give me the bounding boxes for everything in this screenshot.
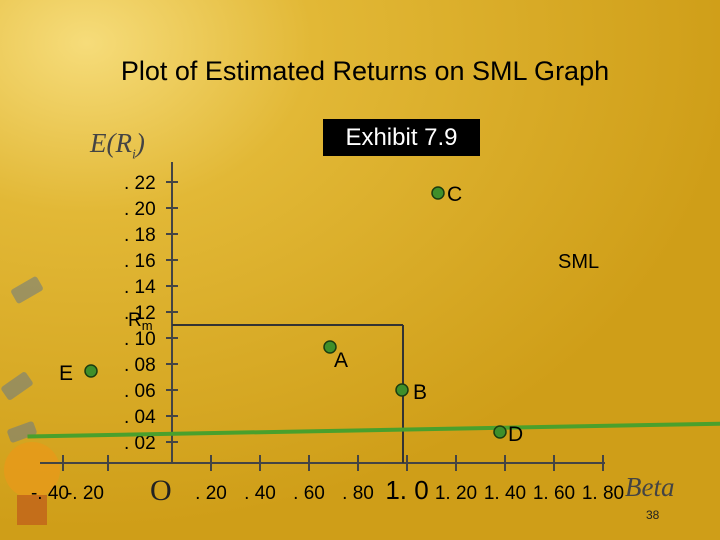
point-c-label: C [447, 183, 462, 206]
x-tick-label: 1. 80 [582, 483, 624, 504]
x-tick-label: -. 20 [66, 483, 104, 504]
y-axis-label: E(Ri) [90, 128, 145, 163]
y-tick-label: . 02 [124, 433, 156, 454]
y-tick-label: . 20 [124, 199, 156, 220]
x-tick-label: . 40 [244, 483, 276, 504]
point-a-label: A [334, 349, 348, 372]
y-tick-label: . 04 [124, 407, 156, 428]
exhibit-label: Exhibit 7.9 [323, 119, 480, 156]
y-tick-label: . 12 [124, 303, 156, 324]
x-tick-label: 1. 20 [435, 483, 477, 504]
y-tick-label: . 06 [124, 381, 156, 402]
x-tick-label: . 60 [293, 483, 325, 504]
y-tick-label: . 18 [124, 225, 156, 246]
point-e-marker [84, 364, 98, 378]
y-tick-label: . 14 [124, 277, 156, 298]
sml-label: SML [558, 251, 599, 273]
x-tick-label: 1. 60 [533, 483, 575, 504]
slide-number: 38 [646, 508, 660, 522]
page-title: Plot of Estimated Returns on SML Graph [120, 56, 610, 86]
rm-label: Rm [128, 310, 153, 333]
decorative-lightbulb-icon [4, 442, 60, 525]
y-tick-label: . 16 [124, 251, 156, 272]
x-tick-label: -. 40 [31, 483, 69, 504]
sml-line [27, 421, 720, 439]
point-a-marker [323, 340, 337, 354]
y-tick-label: . 22 [124, 173, 156, 194]
x-axis-label: Beta [625, 472, 675, 502]
x-tick-label: . 80 [342, 483, 374, 504]
y-tick-label: . 10 [124, 329, 156, 350]
x-tick-label: 1. 40 [484, 483, 526, 504]
point-b-label: B [413, 381, 427, 404]
point-e-label: E [59, 362, 73, 385]
point-b-marker [395, 383, 409, 397]
origin-label: O [150, 474, 172, 507]
decorative-plug-icon [1, 276, 43, 443]
x-tick-label: 1. 0 [385, 475, 428, 505]
x-tick-label: . 20 [195, 483, 227, 504]
y-tick-label: . 08 [124, 355, 156, 376]
point-c-marker [431, 186, 445, 200]
point-d-marker [493, 425, 507, 439]
point-d-label: D [508, 423, 523, 446]
